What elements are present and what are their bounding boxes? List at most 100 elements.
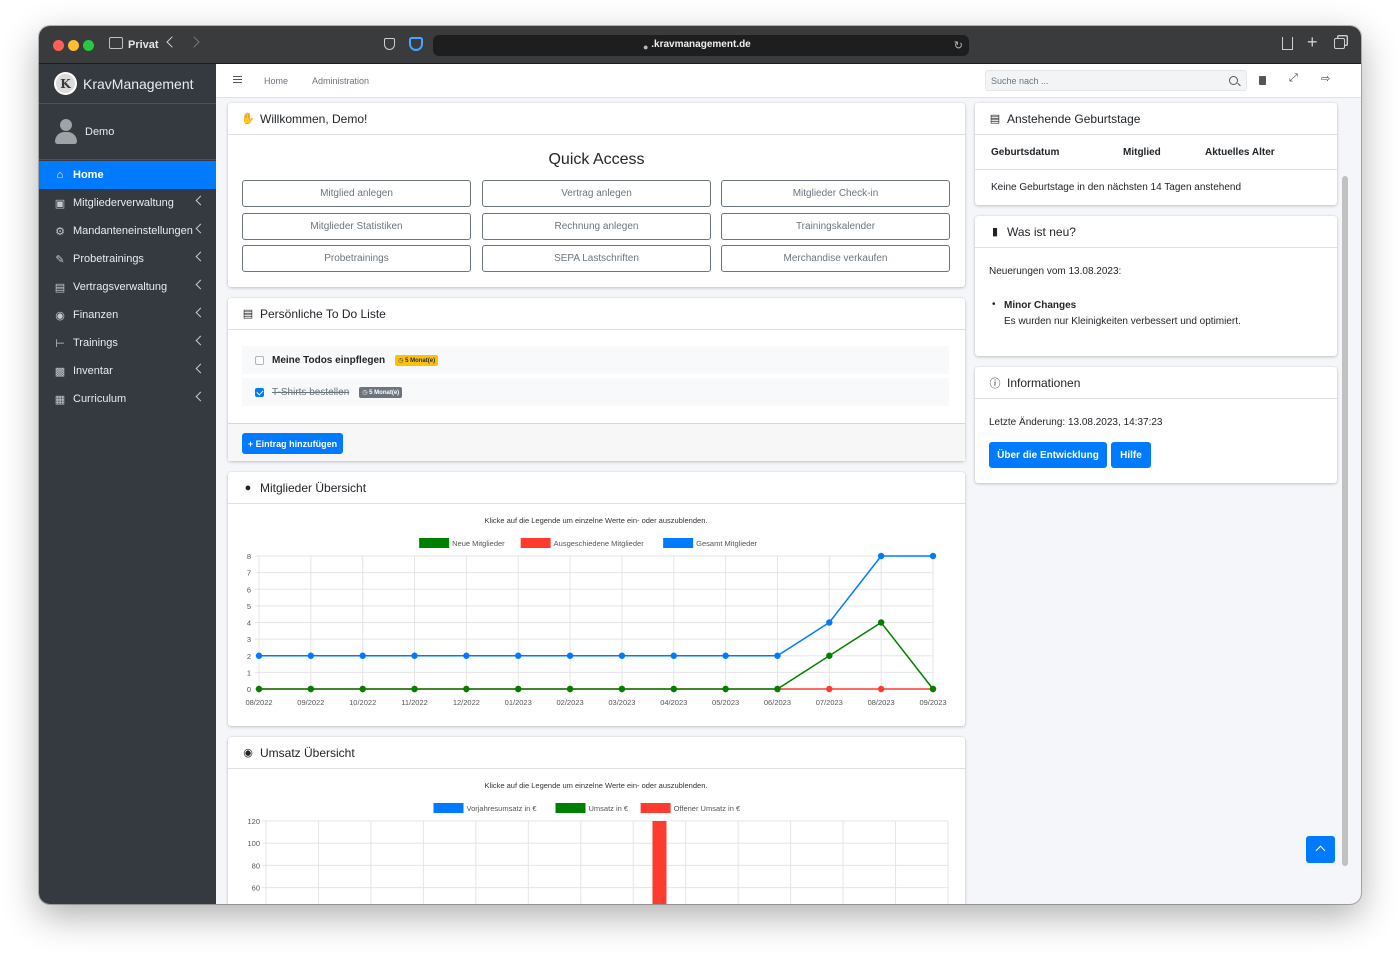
legend-swatch[interactable] [433, 803, 464, 813]
nav-link-home[interactable]: Home [264, 76, 289, 86]
back-to-top-button[interactable] [1306, 836, 1335, 863]
cogs-icon: ⚙ [55, 225, 65, 238]
members-chart-title: Mitglieder Übersicht [260, 480, 367, 495]
users-icon: ● [244, 481, 252, 494]
chart-series [652, 821, 667, 904]
data-point [670, 652, 677, 659]
pallet-icon: ▩ [54, 365, 66, 378]
help-button[interactable]: Hilfe [1111, 442, 1151, 468]
reload-icon[interactable]: ↻ [953, 40, 963, 52]
sidebar-item-label: Mitgliederverwaltung [73, 197, 174, 209]
sidebar-item-trainings[interactable]: ⊢ Trainings [39, 329, 216, 357]
legend-swatch[interactable] [419, 538, 450, 548]
logout-icon[interactable]: ⇨ [1321, 73, 1331, 85]
new-tab-icon[interactable]: + [1307, 32, 1318, 52]
sidebar-item-mitgliederverwaltung[interactable]: ▣ Mitgliederverwaltung [39, 189, 216, 217]
legend-swatch[interactable] [663, 538, 694, 548]
chart-legend[interactable]: Vorjahresumsatz in € Umsatz in € Offener U… [433, 803, 741, 813]
nav-link-administration[interactable]: Administration [312, 76, 370, 86]
zoom-window-button[interactable] [83, 40, 94, 51]
search-icon[interactable] [1229, 76, 1238, 85]
forward-icon[interactable] [188, 36, 200, 48]
about-development-button[interactable]: Über die Entwicklung [989, 442, 1107, 468]
todo-checkbox[interactable] [255, 355, 264, 365]
data-point [826, 652, 833, 659]
sidebar-item-inventar[interactable]: ▩ Inventar [39, 357, 216, 385]
data-point [618, 685, 626, 693]
todo-due-badge: ◷ 5 Monat(e) [359, 386, 403, 398]
chart-legend[interactable]: Neue Mitglieder Ausgeschiedene Mitglieder… [419, 538, 758, 548]
data-point [515, 652, 522, 659]
close-window-button[interactable] [53, 40, 64, 51]
address-bar[interactable]: ● .kravmanagement.de ↻ [433, 35, 969, 56]
trash-icon[interactable] [1259, 76, 1266, 85]
x-tick-label: 08/2022 [245, 698, 272, 707]
shield-icon[interactable] [384, 38, 395, 50]
share-icon[interactable] [1282, 37, 1293, 50]
sidebar-item-home[interactable]: ⌂ Home [39, 161, 216, 189]
quick-access-button[interactable]: Mitglieder Statistiken [242, 213, 471, 240]
add-todo-button[interactable]: + Eintrag hinzufügen [242, 433, 343, 454]
minimize-window-button[interactable] [68, 40, 79, 51]
data-point [255, 652, 263, 659]
user-panel[interactable]: Demo [39, 104, 216, 160]
members-chart-card: ● Mitglieder Übersicht Klicke auf die Le… [228, 472, 965, 726]
legend-label[interactable]: Neue Mitglieder [452, 539, 505, 548]
sidebar-item-mandanteneinstellungen[interactable]: ⚙ Mandanteneinstellungen [39, 217, 216, 245]
sidebar-item-probetrainings[interactable]: ✎ Probetrainings [39, 245, 216, 273]
data-point [307, 685, 315, 693]
card-header: ✋ Willkommen, Demo! [228, 103, 965, 135]
legend-swatch[interactable] [555, 803, 586, 813]
pen-icon: ✎ [55, 253, 65, 266]
todo-due-badge: ◷ 5 Monat(e) [395, 354, 439, 366]
sidebar-item-vertragsverwaltung[interactable]: ▤ Vertragsverwaltung [39, 273, 216, 301]
quick-access-button[interactable]: Mitglieder Check-in [721, 180, 950, 207]
brand[interactable]: K KravManagement [39, 64, 216, 104]
x-tick-label: 01/2023 [505, 698, 532, 707]
back-icon[interactable] [166, 36, 178, 48]
hamburger-menu-icon[interactable] [233, 76, 242, 83]
quick-access-button[interactable]: Merchandise verkaufen [721, 245, 950, 272]
news-item-title: Minor Changes [1004, 300, 1077, 311]
todo-item: T-Shirts bestellen ◷ 5 Monat(e) [242, 378, 949, 406]
quick-access-button[interactable]: Trainingskalender [721, 213, 950, 240]
card-header: ⓘ Informationen [975, 367, 1337, 399]
legend-label[interactable]: Vorjahresumsatz in € [467, 804, 538, 813]
quick-access-button[interactable]: Vertrag anlegen [482, 180, 711, 207]
welcome-title: Willkommen, Demo! [260, 111, 368, 126]
quick-access-button[interactable]: SEPA Lastschriften [482, 245, 711, 272]
legend-label[interactable]: Gesamt Mitglieder [696, 539, 757, 548]
book-icon: ▦ [54, 393, 66, 406]
column-header: Aktuelles Alter [1205, 147, 1275, 158]
todo-checkbox[interactable] [255, 387, 264, 397]
x-tick-label: 08/2023 [868, 698, 895, 707]
legend-label[interactable]: Offener Umsatz in € [674, 804, 741, 813]
fullscreen-icon[interactable]: ⤢ [1289, 72, 1298, 84]
data-point [929, 685, 937, 693]
hand-coin-icon: ◉ [55, 309, 65, 322]
quick-access-button[interactable]: Probetrainings [242, 245, 471, 272]
vpn-shield-icon[interactable] [409, 37, 423, 51]
legend-swatch[interactable] [520, 538, 551, 548]
sidebar-item-finanzen[interactable]: ◉ Finanzen [39, 301, 216, 329]
page-scrollbar[interactable] [1342, 176, 1348, 866]
series-line [259, 621, 934, 690]
home-icon: ⌂ [56, 169, 64, 181]
data-point [359, 685, 366, 693]
sidebar-toggle-icon[interactable] [109, 37, 123, 49]
y-tick-label: 3 [247, 635, 251, 644]
chevron-left-icon [195, 363, 206, 374]
legend-label[interactable]: Umsatz in € [589, 804, 629, 813]
tab-overview-icon[interactable] [1334, 38, 1345, 49]
search-input[interactable]: Suche nach ... [985, 70, 1247, 91]
legend-label[interactable]: Ausgeschiedene Mitglieder [554, 539, 645, 548]
legend-swatch[interactable] [640, 803, 671, 813]
quick-access-button[interactable]: Mitglied anlegen [242, 180, 471, 207]
clipboard-icon: ▤ [242, 308, 254, 320]
data-point [411, 652, 418, 659]
chevron-left-icon [195, 307, 206, 318]
quick-access-button[interactable]: Rechnung anlegen [482, 213, 711, 240]
card-header: ▤ Anstehende Geburtstage [975, 103, 1337, 135]
sidebar-item-curriculum[interactable]: ▦ Curriculum [39, 385, 216, 413]
todo-item: Meine Todos einpflegen ◷ 5 Monat(e) [242, 346, 949, 374]
